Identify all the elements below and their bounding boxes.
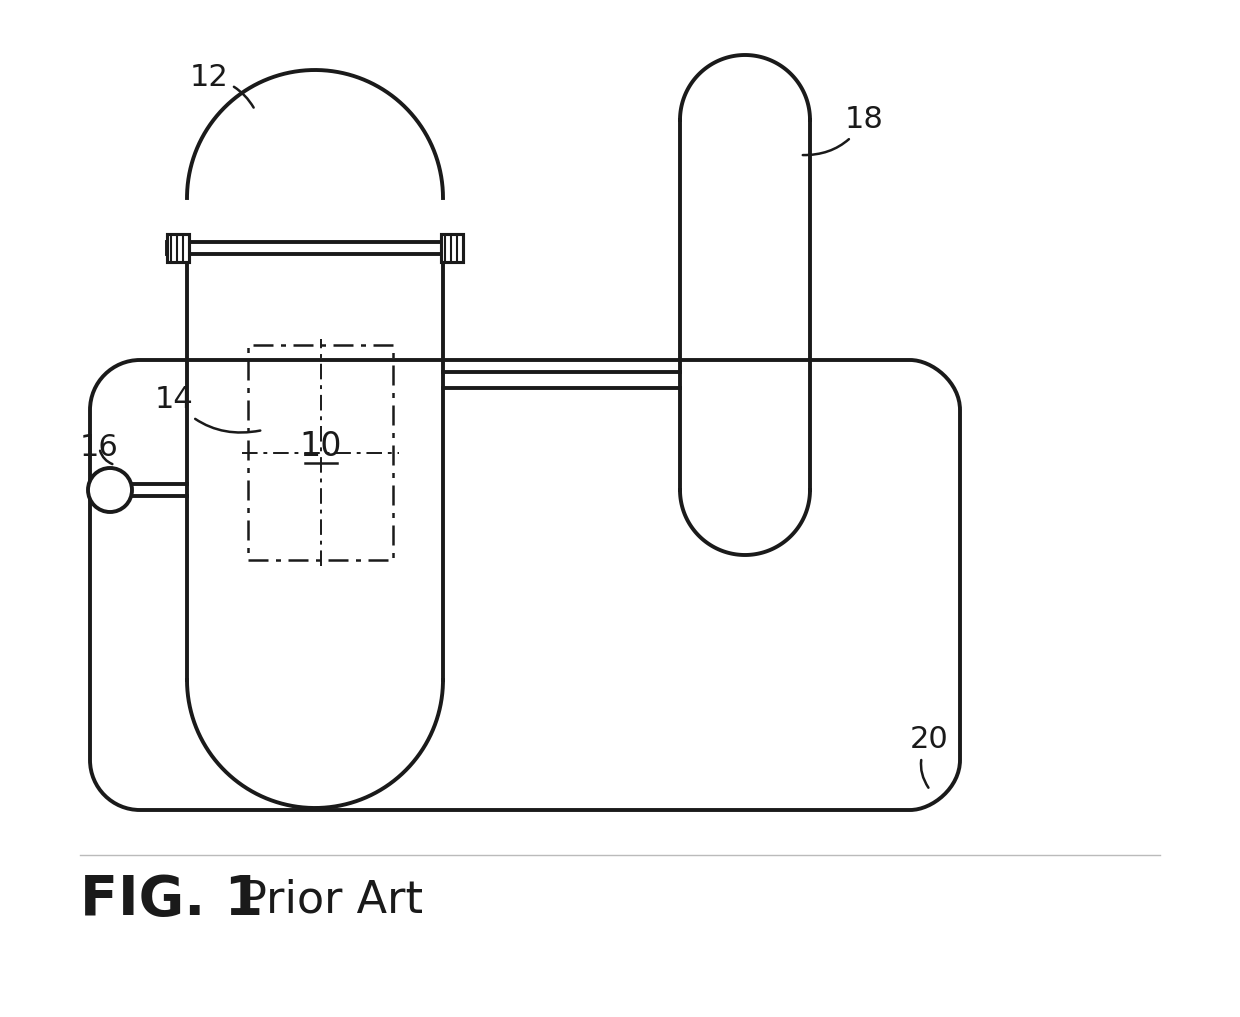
Bar xyxy=(167,234,188,262)
Text: 14: 14 xyxy=(155,385,260,432)
Bar xyxy=(167,242,463,254)
Text: 18: 18 xyxy=(802,106,884,155)
Text: 12: 12 xyxy=(190,63,254,108)
Text: Prior Art: Prior Art xyxy=(241,879,423,921)
Bar xyxy=(441,234,463,262)
Text: 16: 16 xyxy=(81,433,119,464)
Circle shape xyxy=(88,468,131,512)
PathPatch shape xyxy=(91,360,960,810)
Text: 10: 10 xyxy=(299,430,342,463)
Text: 20: 20 xyxy=(910,725,949,788)
Bar xyxy=(248,345,393,560)
Text: FIG. 1: FIG. 1 xyxy=(81,873,263,928)
